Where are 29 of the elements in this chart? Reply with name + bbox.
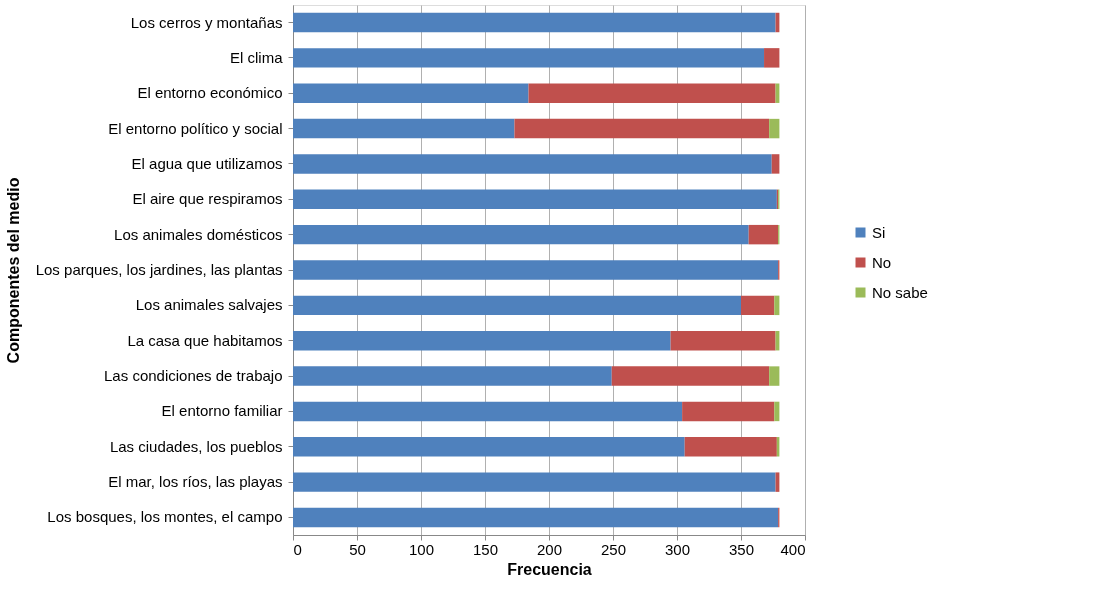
legend-label: Si [872,223,886,241]
y-axis-title: Componentes del medio [4,177,22,364]
y-tick-label: El agua que utilizamos [131,154,283,172]
y-tick-label: El entorno familiar [161,402,283,420]
y-tick-label: El aire que respiramos [132,190,283,208]
y-tick-label: Las condiciones de trabajo [104,367,283,385]
y-tick-label: El entorno económico [137,84,283,102]
x-tick-label: 150 [472,540,499,558]
x-tick-label: 350 [728,540,755,558]
x-tick-label: 0 [293,540,302,558]
x-tick-label: 400 [780,540,806,558]
x-tick-label: 50 [349,540,366,558]
y-tick-label: Los animales salvajes [135,296,283,314]
x-tick-label: 200 [536,540,563,558]
y-tick-label: Los parques, los jardines, las plantas [35,261,283,278]
x-tick-label: 250 [600,540,627,558]
y-tick-label: Los animales domésticos [114,225,283,243]
y-tick-label: Los bosques, los montes, el campo [47,508,283,526]
legend-label: No sabe [872,283,928,301]
y-tick-label: Los cerros y montañas [130,13,283,31]
x-axis-title: Frecuencia [507,560,592,578]
x-tick-label: 100 [408,540,435,558]
x-tick-label: 300 [664,540,691,558]
legend-label: No [872,253,892,271]
y-tick-label: La casa que habitamos [127,331,283,349]
y-tick-label: El entorno político y social [108,119,283,137]
y-tick-label: Las ciudades, los pueblos [109,437,283,455]
y-tick-label: El mar, los ríos, las playas [108,473,283,491]
y-tick-label: El clima [229,48,284,66]
